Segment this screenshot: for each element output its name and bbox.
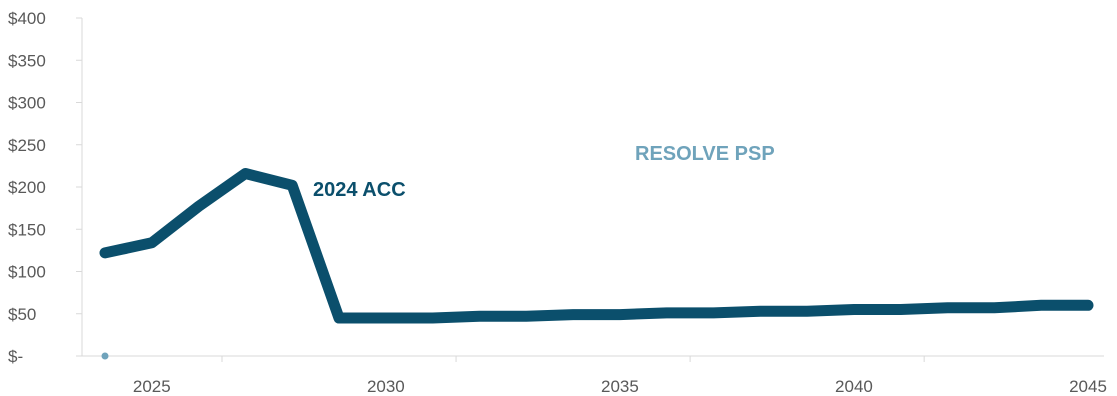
- series-label-2024-acc: 2024 ACC: [313, 179, 406, 201]
- x-tick-label: 2035: [601, 377, 639, 396]
- x-tick-label: 2025: [133, 377, 171, 396]
- y-tick-label: $100: [8, 263, 46, 282]
- y-tick-label: $250: [8, 136, 46, 155]
- series-label-resolve-psp: RESOLVE PSP: [635, 143, 775, 165]
- y-tick-label: $200: [8, 178, 46, 197]
- x-tick-label: 2045: [1069, 377, 1107, 396]
- x-tick-label: 2030: [367, 377, 405, 396]
- series-point-resolve-psp: [101, 352, 109, 360]
- y-tick-label: $350: [8, 51, 46, 70]
- series-line-2024-acc: [99, 168, 1094, 324]
- y-tick-label: $150: [8, 220, 46, 239]
- y-tick-label: $-: [8, 347, 23, 366]
- y-tick-label: $300: [8, 94, 46, 113]
- x-tick-label: 2040: [835, 377, 873, 396]
- series-layer: [99, 168, 1094, 360]
- y-tick-label: $50: [8, 305, 36, 324]
- x-axis: 2025 2030 2035 2040 2045: [82, 355, 1107, 396]
- y-axis: $- $50 $100 $150 $200 $250 $300 $350 $400: [8, 9, 83, 366]
- series-labels: 2024 ACC RESOLVE PSP: [313, 143, 775, 201]
- y-tick-label: $400: [8, 9, 46, 28]
